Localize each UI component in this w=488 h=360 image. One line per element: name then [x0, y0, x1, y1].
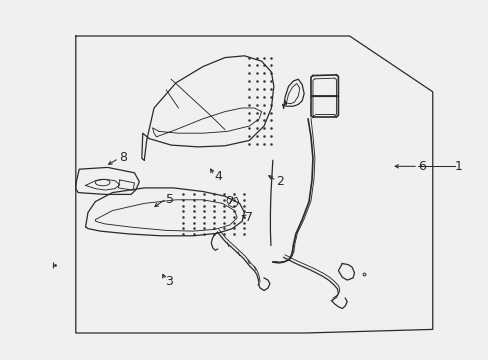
- Text: 4: 4: [214, 170, 222, 183]
- Text: 8: 8: [119, 151, 126, 164]
- Text: 2: 2: [276, 175, 284, 188]
- Text: 6: 6: [417, 160, 425, 173]
- Text: 5: 5: [166, 193, 174, 206]
- Text: 3: 3: [165, 275, 173, 288]
- Text: 1: 1: [454, 160, 462, 173]
- Text: 7: 7: [245, 211, 253, 224]
